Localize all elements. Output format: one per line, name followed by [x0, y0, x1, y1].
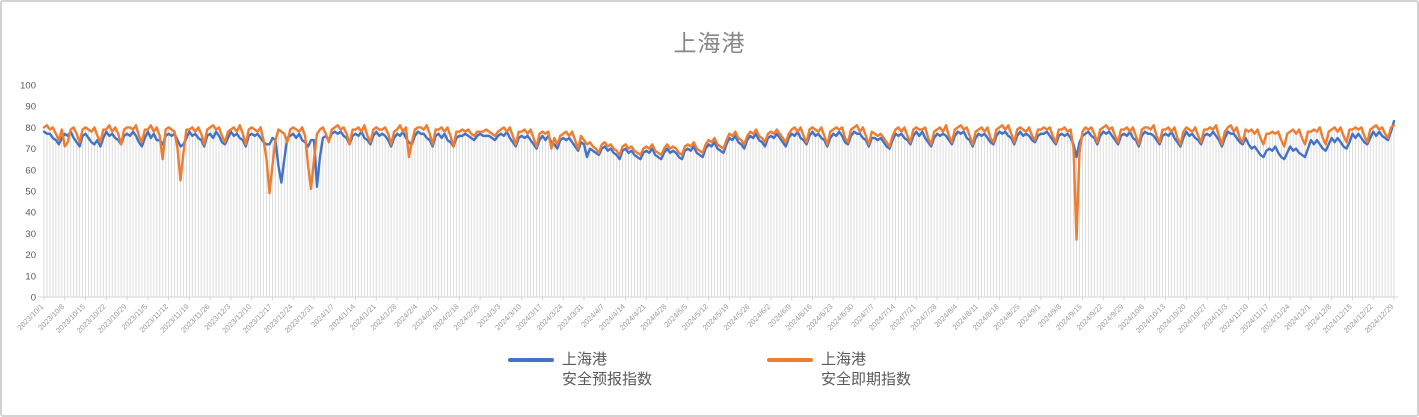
series-line-forecast — [42, 119, 1396, 188]
drop-lines — [43, 121, 1395, 297]
y-tick-label: 0 — [31, 293, 36, 304]
y-tick-label: 80 — [25, 123, 36, 134]
y-tick-label: 30 — [25, 229, 36, 240]
y-tick-label: 100 — [20, 81, 36, 92]
y-tick-label: 50 — [25, 187, 36, 198]
x-axis — [38, 296, 1398, 300]
y-tick-label: 60 — [25, 165, 36, 176]
y-tick-label: 40 — [25, 208, 36, 219]
y-axis-labels: 0 10 20 30 40 50 60 70 80 90 100 — [20, 81, 36, 304]
legend-item-spot[interactable]: 上海港 安全即期指数 — [767, 350, 911, 391]
chart-title: 上海港 — [673, 30, 746, 56]
legend-item-forecast[interactable]: 上海港 安全预报指数 — [507, 350, 652, 391]
legend-line-marker-spot — [767, 358, 813, 362]
y-tick-label: 70 — [25, 144, 36, 155]
x-axis-labels: 2023/10/12023/10/82023/10/152023/10/2220… — [15, 302, 1395, 335]
legend-label-forecast: 上海港 安全预报指数 — [561, 351, 652, 389]
y-tick-label: 20 — [25, 250, 36, 261]
y-tick-label: 90 — [25, 102, 36, 113]
y-tick-label: 10 — [25, 271, 36, 282]
series-line-spot — [42, 124, 1396, 241]
legend-label-spot: 上海港 安全即期指数 — [821, 351, 912, 389]
legend: 上海港 安全预报指数 上海港 安全即期指数 — [2, 350, 1417, 391]
legend-line-marker-forecast — [507, 358, 554, 362]
